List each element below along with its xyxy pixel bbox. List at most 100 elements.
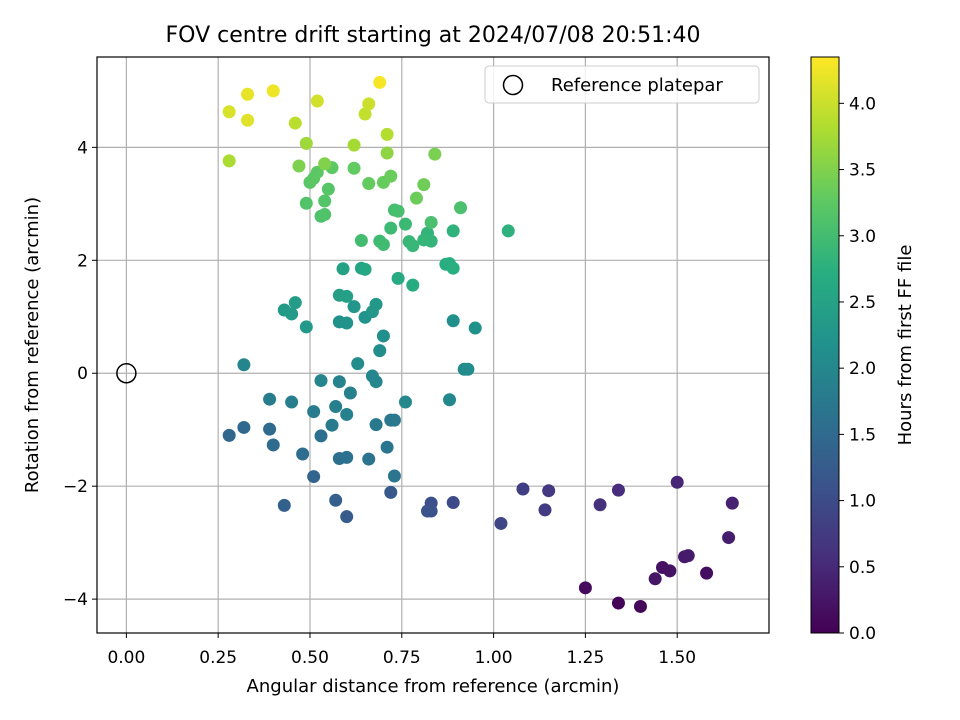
x-axis-ticks: 0.00 0.25 0.50 0.75 1.00 1.25 1.50 [107, 633, 696, 668]
colorbar-tick-label: 0.0 [849, 624, 876, 644]
data-point [406, 278, 420, 292]
y-tick-label: −4 [63, 590, 88, 610]
data-point [424, 215, 438, 229]
data-point [314, 429, 328, 443]
data-point [347, 161, 361, 175]
data-point [398, 217, 412, 231]
y-axis-label: Rotation from reference (arcmin) [22, 197, 43, 493]
data-point [424, 504, 438, 518]
data-point [398, 395, 412, 409]
data-point [387, 469, 401, 483]
grid-lines [97, 57, 769, 633]
colorbar: 0.0 0.5 1.0 1.5 2.0 2.5 3.0 3.5 4.0 Hours from f… [810, 56, 916, 644]
y-axis-ticks: −4 −2 0 2 4 [63, 138, 97, 610]
data-point [494, 516, 508, 530]
data-point [314, 374, 328, 388]
data-point [347, 300, 361, 314]
data-point [670, 475, 684, 489]
data-point [454, 201, 468, 215]
data-point [501, 224, 515, 238]
colorbar-tick-label: 2.0 [849, 359, 876, 379]
colorbar-tick-label: 2.5 [849, 293, 876, 313]
data-point [373, 75, 387, 89]
data-point [318, 194, 332, 208]
data-point [446, 314, 460, 328]
data-point [299, 320, 313, 334]
data-point [369, 375, 383, 389]
y-tick-label: −2 [63, 477, 88, 497]
data-point [373, 344, 387, 358]
data-point [332, 375, 346, 389]
colorbar-tick-label: 1.0 [849, 492, 876, 512]
x-tick-label: 1.50 [658, 648, 696, 668]
legend-label: Reference platepar [551, 75, 723, 96]
data-point [358, 262, 372, 276]
data-point [237, 358, 251, 372]
data-point [340, 316, 354, 330]
x-axis-label: Angular distance from reference (arcmin) [247, 676, 620, 697]
data-point [321, 182, 335, 196]
data-point [310, 94, 324, 108]
data-point [358, 107, 372, 121]
colorbar-tick-label: 3.0 [849, 227, 876, 247]
data-point [285, 307, 299, 321]
data-point [542, 484, 556, 498]
colorbar-tick-label: 0.5 [849, 558, 876, 578]
colorbar-ticks: 0.0 0.5 1.0 1.5 2.0 2.5 3.0 3.5 4.0 [839, 94, 876, 644]
data-point [387, 413, 401, 427]
data-point [443, 393, 457, 407]
data-point [340, 407, 354, 421]
data-point [362, 452, 376, 466]
data-point [663, 564, 677, 578]
data-point [329, 493, 343, 507]
x-tick-label: 0.25 [199, 648, 237, 668]
data-point [376, 237, 390, 251]
data-point [417, 178, 431, 192]
data-point [296, 447, 310, 461]
colorbar-tick-label: 4.0 [849, 94, 876, 114]
data-point [347, 138, 361, 152]
x-tick-label: 1.25 [566, 648, 604, 668]
data-point [362, 176, 376, 190]
data-point [611, 483, 625, 497]
data-point [380, 146, 394, 160]
data-point [222, 105, 236, 119]
data-point [417, 233, 431, 247]
data-point [241, 87, 255, 101]
data-point [310, 165, 324, 179]
data-point [633, 599, 647, 613]
data-point [340, 510, 354, 524]
data-point [299, 136, 313, 150]
data-point [446, 224, 460, 238]
x-tick-label: 1.00 [475, 648, 513, 668]
data-point [516, 482, 530, 496]
data-point [266, 84, 280, 98]
data-point [288, 296, 302, 310]
data-point [722, 531, 736, 545]
data-point [578, 581, 592, 595]
data-point [681, 549, 695, 563]
data-point [340, 450, 354, 464]
data-point [343, 386, 357, 400]
data-point [369, 418, 383, 432]
data-point [725, 496, 739, 510]
data-point [292, 159, 306, 173]
data-point [263, 422, 277, 436]
colorbar-gradient [810, 56, 840, 634]
data-point [362, 97, 376, 111]
data-point [538, 503, 552, 517]
colorbar-tick-label: 1.5 [849, 425, 876, 445]
data-point [611, 596, 625, 610]
x-tick-label: 0.75 [383, 648, 421, 668]
data-point [376, 329, 390, 343]
data-point [325, 418, 339, 432]
plot-frame [96, 56, 770, 634]
data-point [446, 261, 460, 275]
legend-box [484, 65, 760, 104]
data-point [406, 239, 420, 253]
reference-point [116, 362, 137, 384]
data-point [351, 357, 365, 371]
data-point [222, 154, 236, 168]
